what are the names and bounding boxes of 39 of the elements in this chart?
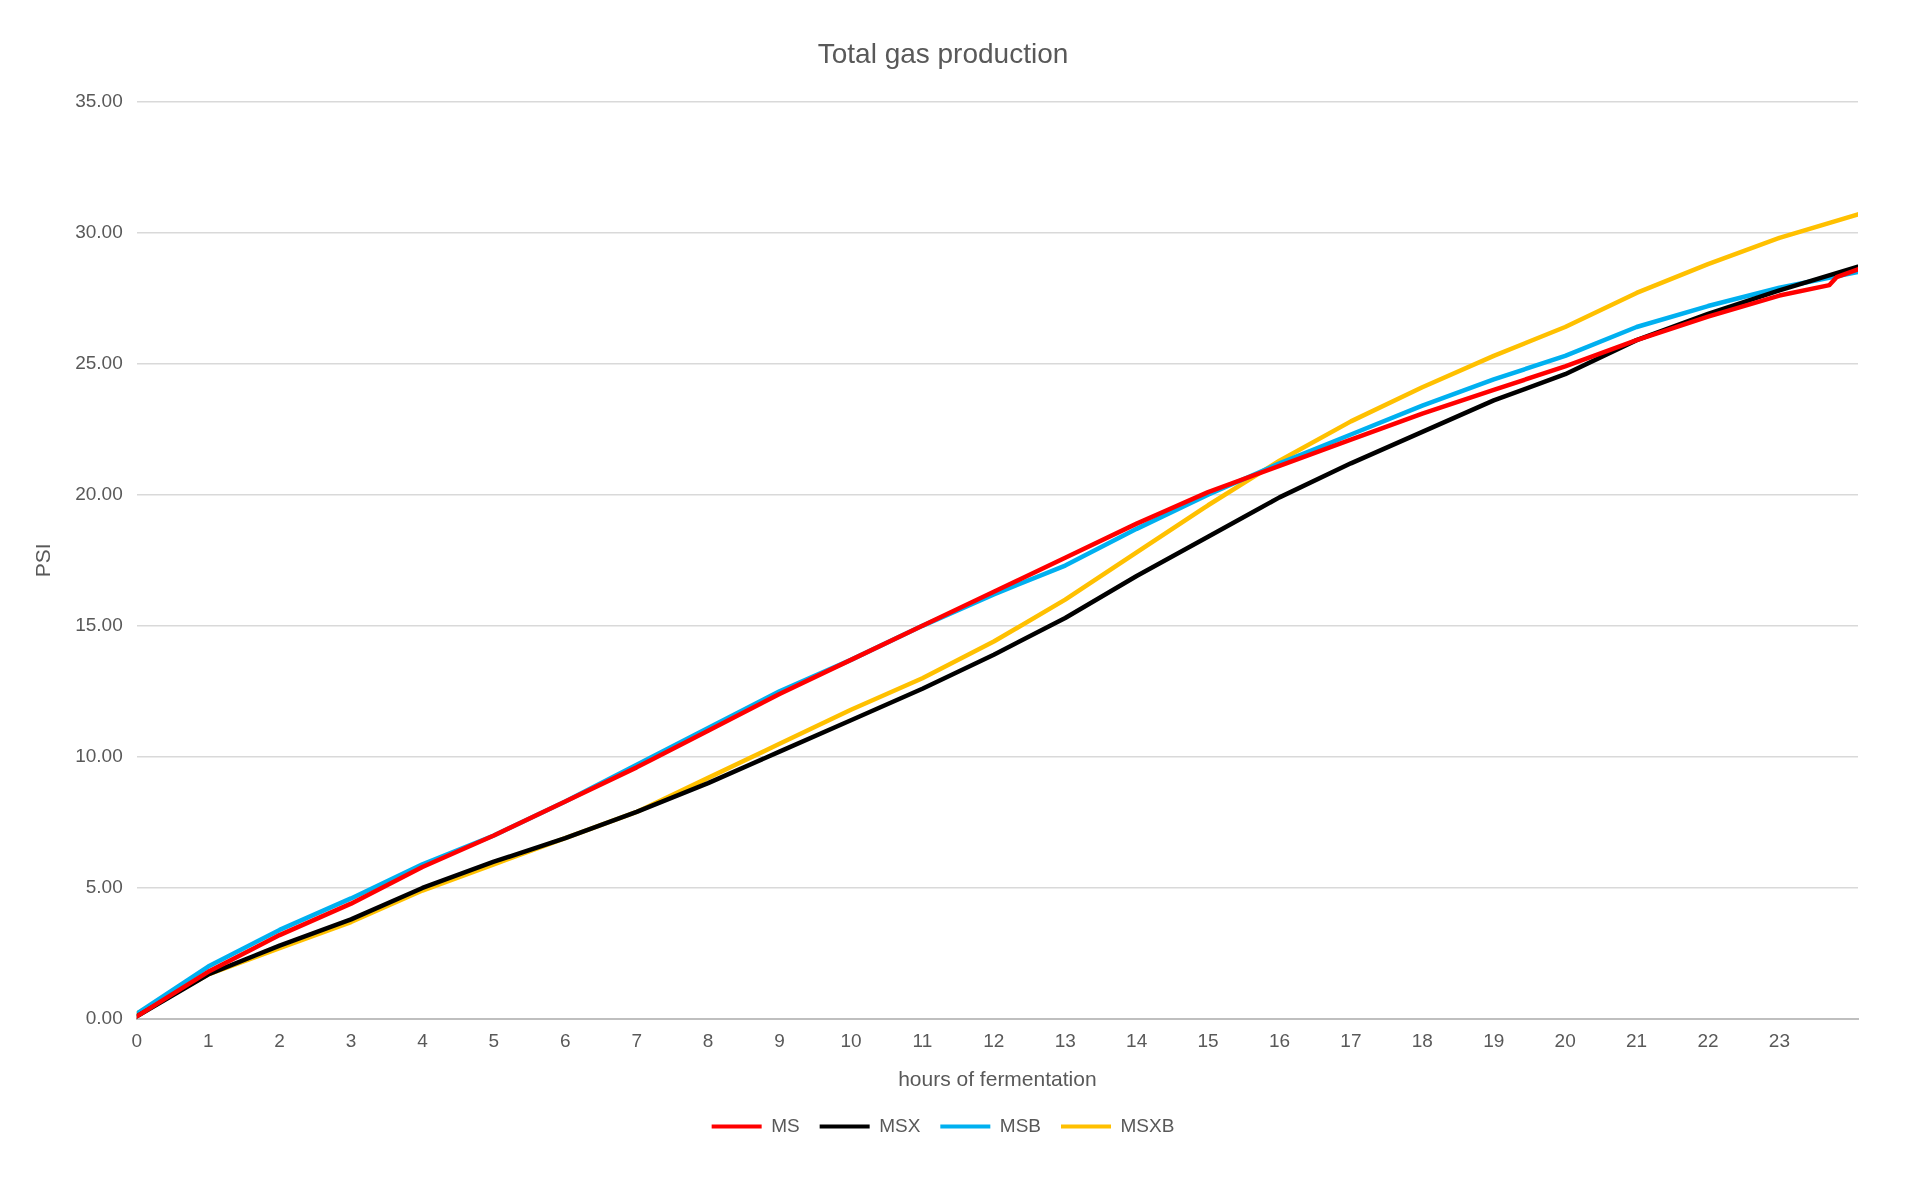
x-tick-label: 3 <box>345 1029 357 1051</box>
x-axis-title: hours of fermentation <box>898 1067 1097 1091</box>
x-tick-label: 2 <box>274 1029 285 1051</box>
x-tick-label: 15 <box>1197 1029 1219 1051</box>
x-tick-label: 14 <box>1126 1029 1148 1051</box>
x-tick-label: 21 <box>1626 1029 1648 1051</box>
x-tick-label: 11 <box>912 1029 933 1051</box>
x-tick-label: 18 <box>1411 1029 1433 1051</box>
x-tick-label: 1 <box>202 1029 214 1051</box>
x-tick-label: 20 <box>1554 1029 1576 1051</box>
x-tick-label: 10 <box>840 1029 862 1051</box>
y-axis-title: PSI <box>31 543 55 578</box>
legend-label: MSB <box>999 1114 1042 1136</box>
x-tick-label: 23 <box>1768 1029 1791 1051</box>
x-tick-label: 7 <box>631 1029 642 1051</box>
x-tick-label: 5 <box>488 1029 500 1051</box>
y-tick-label: 5.00 <box>85 876 123 898</box>
x-tick-label: 17 <box>1340 1029 1362 1051</box>
x-tick-label: 12 <box>983 1029 1005 1051</box>
legend-label: MSXB <box>1120 1114 1175 1136</box>
y-tick-label: 10.00 <box>75 745 123 767</box>
y-tick-label: 35.00 <box>75 89 123 111</box>
x-tick-label: 6 <box>559 1029 571 1051</box>
x-tick-label: 0 <box>131 1029 143 1051</box>
x-tick-label: 22 <box>1697 1029 1719 1051</box>
y-tick-label: 20.00 <box>75 483 123 505</box>
chart-title: Total gas production <box>817 37 1069 69</box>
y-tick-label: 30.00 <box>75 220 123 242</box>
x-tick-label: 8 <box>702 1029 714 1051</box>
y-tick-label: 25.00 <box>75 351 123 373</box>
x-tick-label: 4 <box>417 1029 429 1051</box>
legend-label: MS <box>771 1114 800 1136</box>
y-tick-label: 0.00 <box>85 1007 123 1029</box>
x-tick-label: 13 <box>1054 1029 1076 1051</box>
x-tick-label: 9 <box>774 1029 785 1051</box>
x-tick-label: 16 <box>1268 1029 1291 1051</box>
y-tick-label: 15.00 <box>75 614 123 636</box>
x-tick-label: 19 <box>1483 1029 1505 1051</box>
legend-label: MSX <box>879 1114 921 1136</box>
